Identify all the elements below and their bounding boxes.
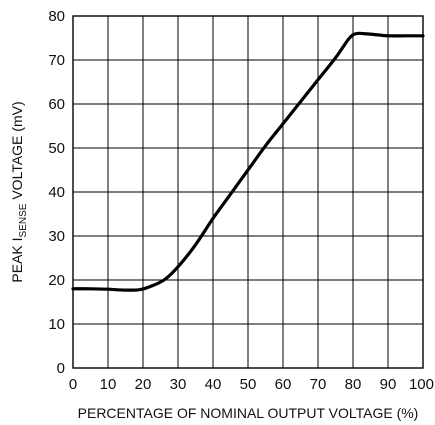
y-tick-label: 30 xyxy=(48,228,65,245)
x-tick-label: 30 xyxy=(170,376,187,393)
x-tick-label: 60 xyxy=(275,376,292,393)
y-axis-label-subscript: SENSE xyxy=(18,203,29,237)
x-tick-label: 20 xyxy=(135,376,152,393)
y-tick-label: 80 xyxy=(48,8,65,25)
x-tick-label: 50 xyxy=(240,376,257,393)
x-axis-label: PERCENTAGE OF NOMINAL OUTPUT VOLTAGE (%) xyxy=(78,405,419,421)
grid-layer xyxy=(73,16,423,368)
y-tick-label: 60 xyxy=(48,96,65,113)
plot-frame xyxy=(72,15,424,369)
y-tick-label: 50 xyxy=(48,140,65,157)
x-tick-label: 40 xyxy=(205,376,222,393)
y-tick-label: 20 xyxy=(48,272,65,289)
y-tick-label: 40 xyxy=(48,184,65,201)
series-line xyxy=(71,31,425,292)
y-tick-label: 0 xyxy=(57,360,65,377)
x-tick-label: 0 xyxy=(69,376,77,393)
y-tick-label: 10 xyxy=(48,316,65,333)
y-axis-label: PEAK ISENSE VOLTAGE (mV) xyxy=(9,101,29,282)
y-tick-label: 70 xyxy=(48,52,65,69)
y-axis-label-suffix: VOLTAGE (mV) xyxy=(9,101,25,203)
y-axis-label-prefix: PEAK I xyxy=(9,237,25,282)
x-tick-label: 10 xyxy=(100,376,117,393)
x-tick-label: 100 xyxy=(409,376,434,393)
x-tick-label: 70 xyxy=(310,376,327,393)
x-tick-label: 90 xyxy=(380,376,397,393)
x-tick-label: 80 xyxy=(345,376,362,393)
ticks-layer: 0 10 20 30 40 50 60 70 80 90 100 0 10 20 30 40 50 60 70 80 xyxy=(48,8,434,393)
